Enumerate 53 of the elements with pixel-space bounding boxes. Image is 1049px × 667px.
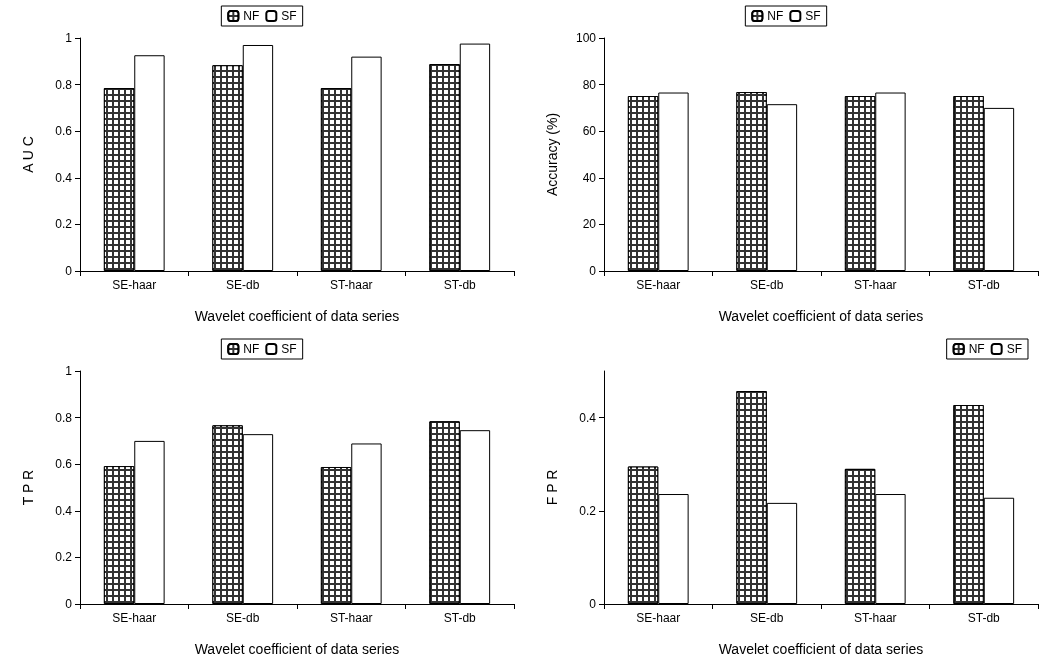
x-tick-label: ST-db <box>967 278 1001 292</box>
x-tick-label: SE-haar <box>636 278 681 292</box>
x-tick-label: SE-db <box>750 611 784 625</box>
x-tick-label: ST-db <box>967 611 1001 625</box>
y-tick-label: 0 <box>65 597 73 611</box>
y-axis-title: A U C <box>20 136 36 173</box>
y-tick-label: 20 <box>582 217 597 232</box>
y-tick-label: 0 <box>65 264 73 278</box>
x-axis-title: Wavelet coefficient of data series <box>194 641 400 657</box>
legend-label: NF <box>243 9 260 23</box>
legend-label: SF <box>805 9 821 23</box>
y-tick-label: 80 <box>582 77 597 92</box>
y-tick-label: 1 <box>65 364 73 378</box>
y-tick-label: 1 <box>65 31 73 45</box>
y-tick-label: 0.8 <box>55 77 73 92</box>
x-tick-label: ST-haar <box>853 611 897 625</box>
y-tick-label: 0.2 <box>55 550 73 565</box>
legend-label: NF <box>767 9 784 23</box>
x-axis-title: Wavelet coefficient of data series <box>718 641 924 657</box>
legend-label: SF <box>281 9 297 23</box>
legend-label: SF <box>1006 342 1023 356</box>
y-tick-label: 0.4 <box>579 410 597 425</box>
y-tick-label: 40 <box>582 170 597 185</box>
x-tick-label: SE-db <box>750 278 784 292</box>
x-tick-label: SE-haar <box>112 611 157 625</box>
y-tick-label: 0.6 <box>55 124 73 139</box>
legend-label: NF <box>243 342 260 356</box>
legend-label: SF <box>281 342 297 356</box>
legend-label: NF <box>968 342 985 356</box>
x-axis-title: Wavelet coefficient of data series <box>718 308 924 324</box>
y-tick-label: 0 <box>589 264 597 278</box>
y-tick-label: 0.6 <box>55 457 73 472</box>
x-tick-label: ST-haar <box>329 278 373 292</box>
y-tick-label: 0.8 <box>55 410 73 425</box>
y-tick-label: 60 <box>582 124 597 139</box>
x-tick-label: ST-haar <box>853 278 897 292</box>
x-tick-label: SE-haar <box>636 611 681 625</box>
y-tick-label: 0.2 <box>579 503 597 518</box>
y-tick-label: 0.4 <box>55 503 73 518</box>
x-tick-label: ST-db <box>443 611 477 625</box>
x-axis-title: Wavelet coefficient of data series <box>194 308 400 324</box>
y-tick-label: 0 <box>589 597 597 611</box>
x-tick-label: SE-db <box>226 278 260 292</box>
x-tick-label: SE-db <box>226 611 260 625</box>
y-axis-title: T P R <box>20 469 36 506</box>
y-axis-title: F P R <box>544 469 560 506</box>
x-tick-label: SE-haar <box>112 278 157 292</box>
x-tick-label: ST-haar <box>329 611 373 625</box>
y-tick-label: 0.2 <box>55 217 73 232</box>
y-tick-label: 0.4 <box>55 170 73 185</box>
y-tick-label: 100 <box>575 31 597 45</box>
x-tick-label: ST-db <box>443 278 477 292</box>
y-axis-title: Accuracy (%) <box>544 112 560 197</box>
